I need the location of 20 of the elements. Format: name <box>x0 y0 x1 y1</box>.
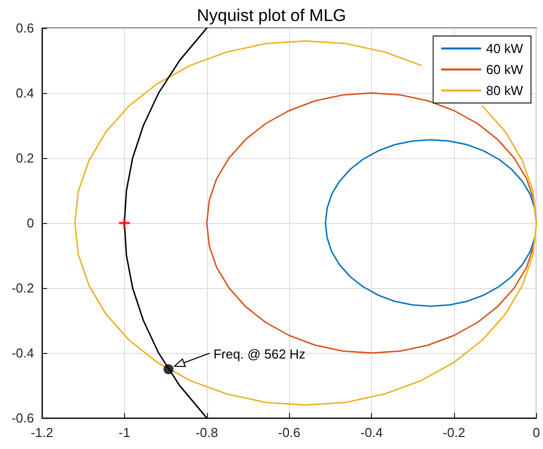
x-tick-label: -1.2 <box>30 425 54 440</box>
x-tick-label: -1 <box>118 425 130 440</box>
x-tick-label: -0.6 <box>278 425 300 440</box>
y-tick-label: -0.2 <box>12 280 34 296</box>
legend-label: 40 kW <box>486 41 524 56</box>
annotation: Freq. @ 562 Hz <box>213 346 306 362</box>
legend-label: 60 kW <box>486 62 524 77</box>
x-tick-label: -0.2 <box>442 425 466 440</box>
x-tick-label: -0.4 <box>360 425 383 440</box>
y-tick-label: 0 <box>26 216 34 230</box>
y-tick-label: -0.6 <box>12 410 34 426</box>
y-tick-label: 0.4 <box>16 86 34 100</box>
y-tick-label: 0.2 <box>16 150 34 166</box>
y-tick-label: -0.4 <box>12 346 34 360</box>
x-tick-label: 0 <box>532 425 540 440</box>
line-series <box>324 139 538 307</box>
chart-title: Nyquist plot of MLG <box>196 6 346 25</box>
legend-label: 80 kW <box>486 83 524 98</box>
y-tick-label: 0.6 <box>16 20 34 36</box>
x-tick-label: -0.8 <box>196 425 218 440</box>
